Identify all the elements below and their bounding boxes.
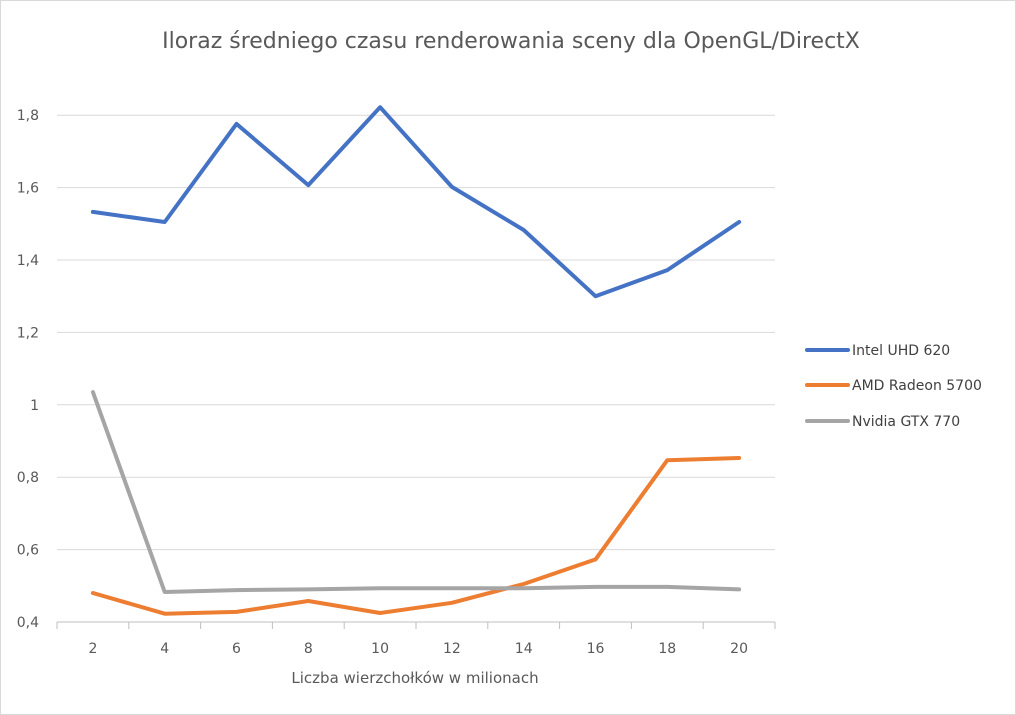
chart-title: Iloraz średniego czasu renderowania scen… [162,29,860,54]
x-tick-label: 18 [658,641,676,657]
y-tick-label: 1,8 [17,108,39,124]
legend-entry: Nvidia GTX 770 [852,414,960,430]
y-tick-label: 0,8 [17,470,39,486]
x-tick-label: 8 [304,641,313,657]
y-tick-label: 1,6 [17,181,39,197]
series-line-2 [90,390,742,594]
y-tick-label: 0,6 [17,543,39,559]
x-tick-label: 16 [587,641,605,657]
x-tick-label: 20 [730,641,748,657]
x-tick-label: 2 [88,641,97,657]
series-line-1 [90,456,742,616]
y-tick-label: 1,2 [17,325,39,341]
x-tick-label: 12 [443,641,461,657]
x-axis-ticks: 2 4 6 8 10 12 14 16 18 20 [88,641,748,657]
gridlines [57,114,775,551]
x-tick-label: 14 [515,641,533,657]
series-line-0 [90,105,742,299]
legend-entry: Intel UHD 620 [852,343,950,359]
y-axis: 0,4 0,6 0,8 1 1,2 1,4 1,6 1,8 [17,108,39,631]
legend-entry: AMD Radeon 5700 [852,378,982,394]
x-tick-label: 10 [371,641,389,657]
x-axis [56,621,776,629]
x-axis-label: Liczba wierzchołków w milionach [291,669,538,687]
y-tick-label: 1,4 [17,253,39,269]
y-tick-label: 0,4 [17,615,39,631]
series-lines [90,105,742,616]
x-tick-label: 4 [160,641,169,657]
x-tick-label: 6 [232,641,241,657]
y-tick-label: 1 [30,398,39,414]
legend: Intel UHD 620 AMD Radeon 5700 Nvidia GTX 7… [805,343,982,430]
